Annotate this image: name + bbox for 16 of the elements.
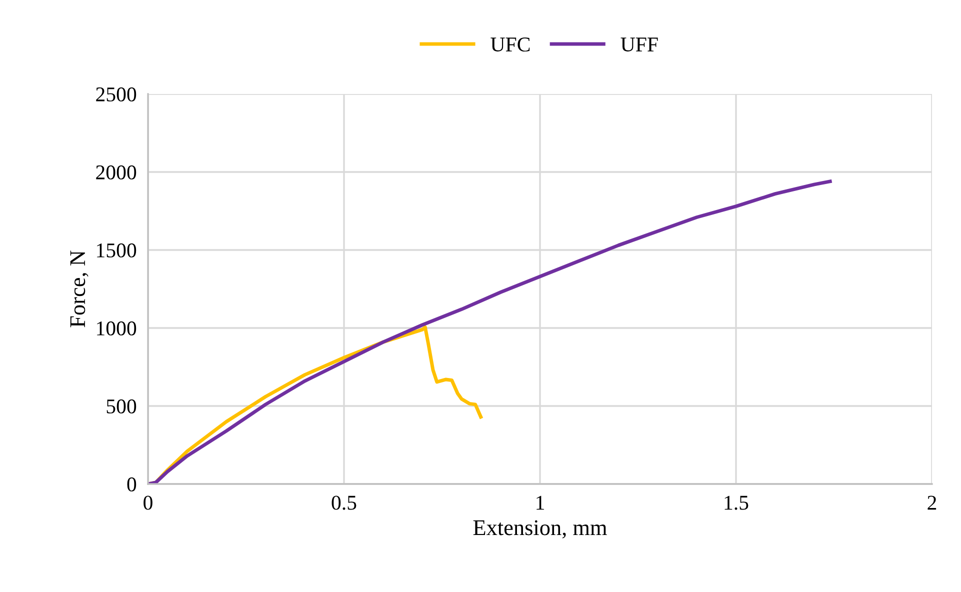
y-tick-label: 2000 (96, 165, 136, 180)
y-tick-label: 500 (106, 399, 136, 414)
x-axis-title: Extension, mm (473, 520, 607, 538)
x-tick-label: 1 (536, 496, 544, 510)
y-tick-label: 1000 (97, 321, 136, 336)
legend-label: UFF (620, 38, 658, 52)
x-tick-label: 0 (144, 496, 152, 510)
x-tick-label: 2 (928, 496, 936, 510)
line-series (148, 180, 832, 484)
y-tick-label: 1500 (97, 243, 136, 258)
y-axis-title: Force, N (70, 250, 88, 328)
x-tick-label: 1.5 (724, 496, 748, 510)
legend-label: UFC (490, 38, 530, 52)
y-tick-label: 2500 (96, 87, 136, 102)
y-tick-label: 0 (127, 477, 136, 492)
x-tick-label: 0.5 (332, 496, 356, 510)
